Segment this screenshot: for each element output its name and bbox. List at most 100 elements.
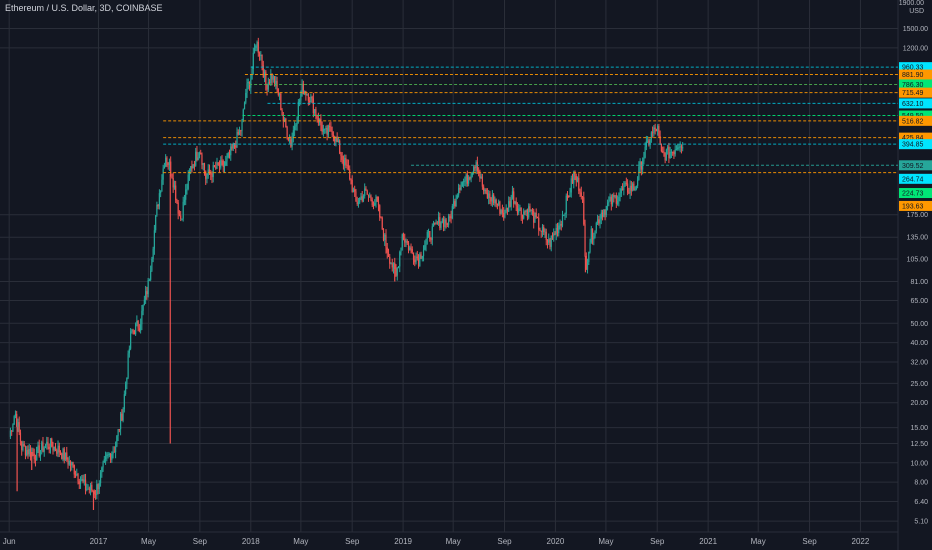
candle-body [543,226,545,232]
candle-body [675,149,678,151]
candle-body [625,182,627,184]
candle-body [68,461,70,465]
candle-body [420,254,422,259]
candle-body [521,214,524,219]
candle-body [118,429,120,431]
candle-body [138,328,140,331]
candle-body [621,188,624,190]
candle-body [659,136,661,145]
candle-body [486,193,488,199]
price-badge [899,173,932,184]
candle-body [677,147,679,150]
candle-body [584,224,586,256]
x-tick-label: 2017 [90,537,108,546]
candle-body [591,228,594,240]
candle-body [624,182,626,187]
y-tick-label: 32.00 [910,359,928,366]
candle-body [633,183,635,190]
candle-body [362,195,365,202]
price-axis-top-label: 1900.00 [898,0,924,7]
candle-body [260,54,262,57]
candle-body [73,465,75,475]
candle-body [411,248,413,253]
candle-body [63,448,65,460]
candle-body [297,101,299,118]
candle-body [205,171,207,179]
candle-body [649,138,651,145]
candle-body [271,74,273,80]
candle-body [586,261,589,270]
candle-body [273,76,276,86]
candle-body [322,129,324,132]
candle-body [630,185,632,191]
candle-body [372,205,375,207]
candle-body [503,212,505,218]
candle-body [366,190,368,195]
candle-body [283,118,286,122]
candle-body [235,145,237,148]
candle-body [658,126,660,137]
candle-body [252,52,254,69]
candle-body [213,165,216,168]
candle-body [187,174,189,189]
candle-body [46,441,48,445]
candle-body [452,201,455,207]
candle-body [241,120,243,131]
candle-body [223,165,226,167]
candle-body [81,479,83,481]
price-axis-unit: 1900.00 USD [899,0,924,16]
y-tick-label: 50.00 [910,321,928,328]
candle-body [434,222,436,224]
candle-body [350,178,352,181]
candle-body [556,227,559,234]
candle-body [511,191,514,199]
y-tick-label: 1500.00 [903,26,928,33]
candle-body [545,231,547,241]
candle-body [553,233,555,237]
candle-body [327,126,330,135]
candle-body [352,189,355,192]
candle-body [464,180,466,182]
x-tick-label: 2021 [699,537,717,546]
candle-body [570,178,572,193]
candle-body [59,452,62,454]
candle-body [455,198,457,207]
candle-body [421,255,423,259]
candle-body [148,279,150,281]
candle-body [300,93,302,101]
candle-body [94,494,97,496]
candle-body [191,166,193,169]
candle-body [135,323,137,335]
candle-body [334,136,336,142]
candle-body [356,201,358,205]
candle-body [493,194,495,203]
candle-body [286,126,288,138]
candle-body [217,162,219,165]
candle-body [211,173,213,178]
candle-body [601,212,604,217]
candle-body [402,234,405,240]
candle-body [549,239,551,247]
y-tick-label: 135.00 [907,235,929,242]
y-tick-label: 175.00 [907,212,929,219]
candle-body [470,175,472,179]
price-badge-label: 881.90 [902,72,924,79]
candle-body [544,231,546,233]
y-tick-label: 8.00 [914,480,928,487]
candle-body [515,201,517,206]
candle-body [151,258,153,271]
candle-body [473,167,475,173]
candle-body [227,153,229,158]
candle-body [178,213,181,216]
candle-body [157,204,159,207]
candle-body [53,446,55,451]
candle-body [589,242,591,252]
candle-body [414,259,416,263]
candle-body [598,219,600,224]
candle-body [559,223,561,226]
candle-body [74,474,77,476]
candle-body [669,152,671,158]
candle-body [43,447,45,452]
candle-body [379,205,381,218]
